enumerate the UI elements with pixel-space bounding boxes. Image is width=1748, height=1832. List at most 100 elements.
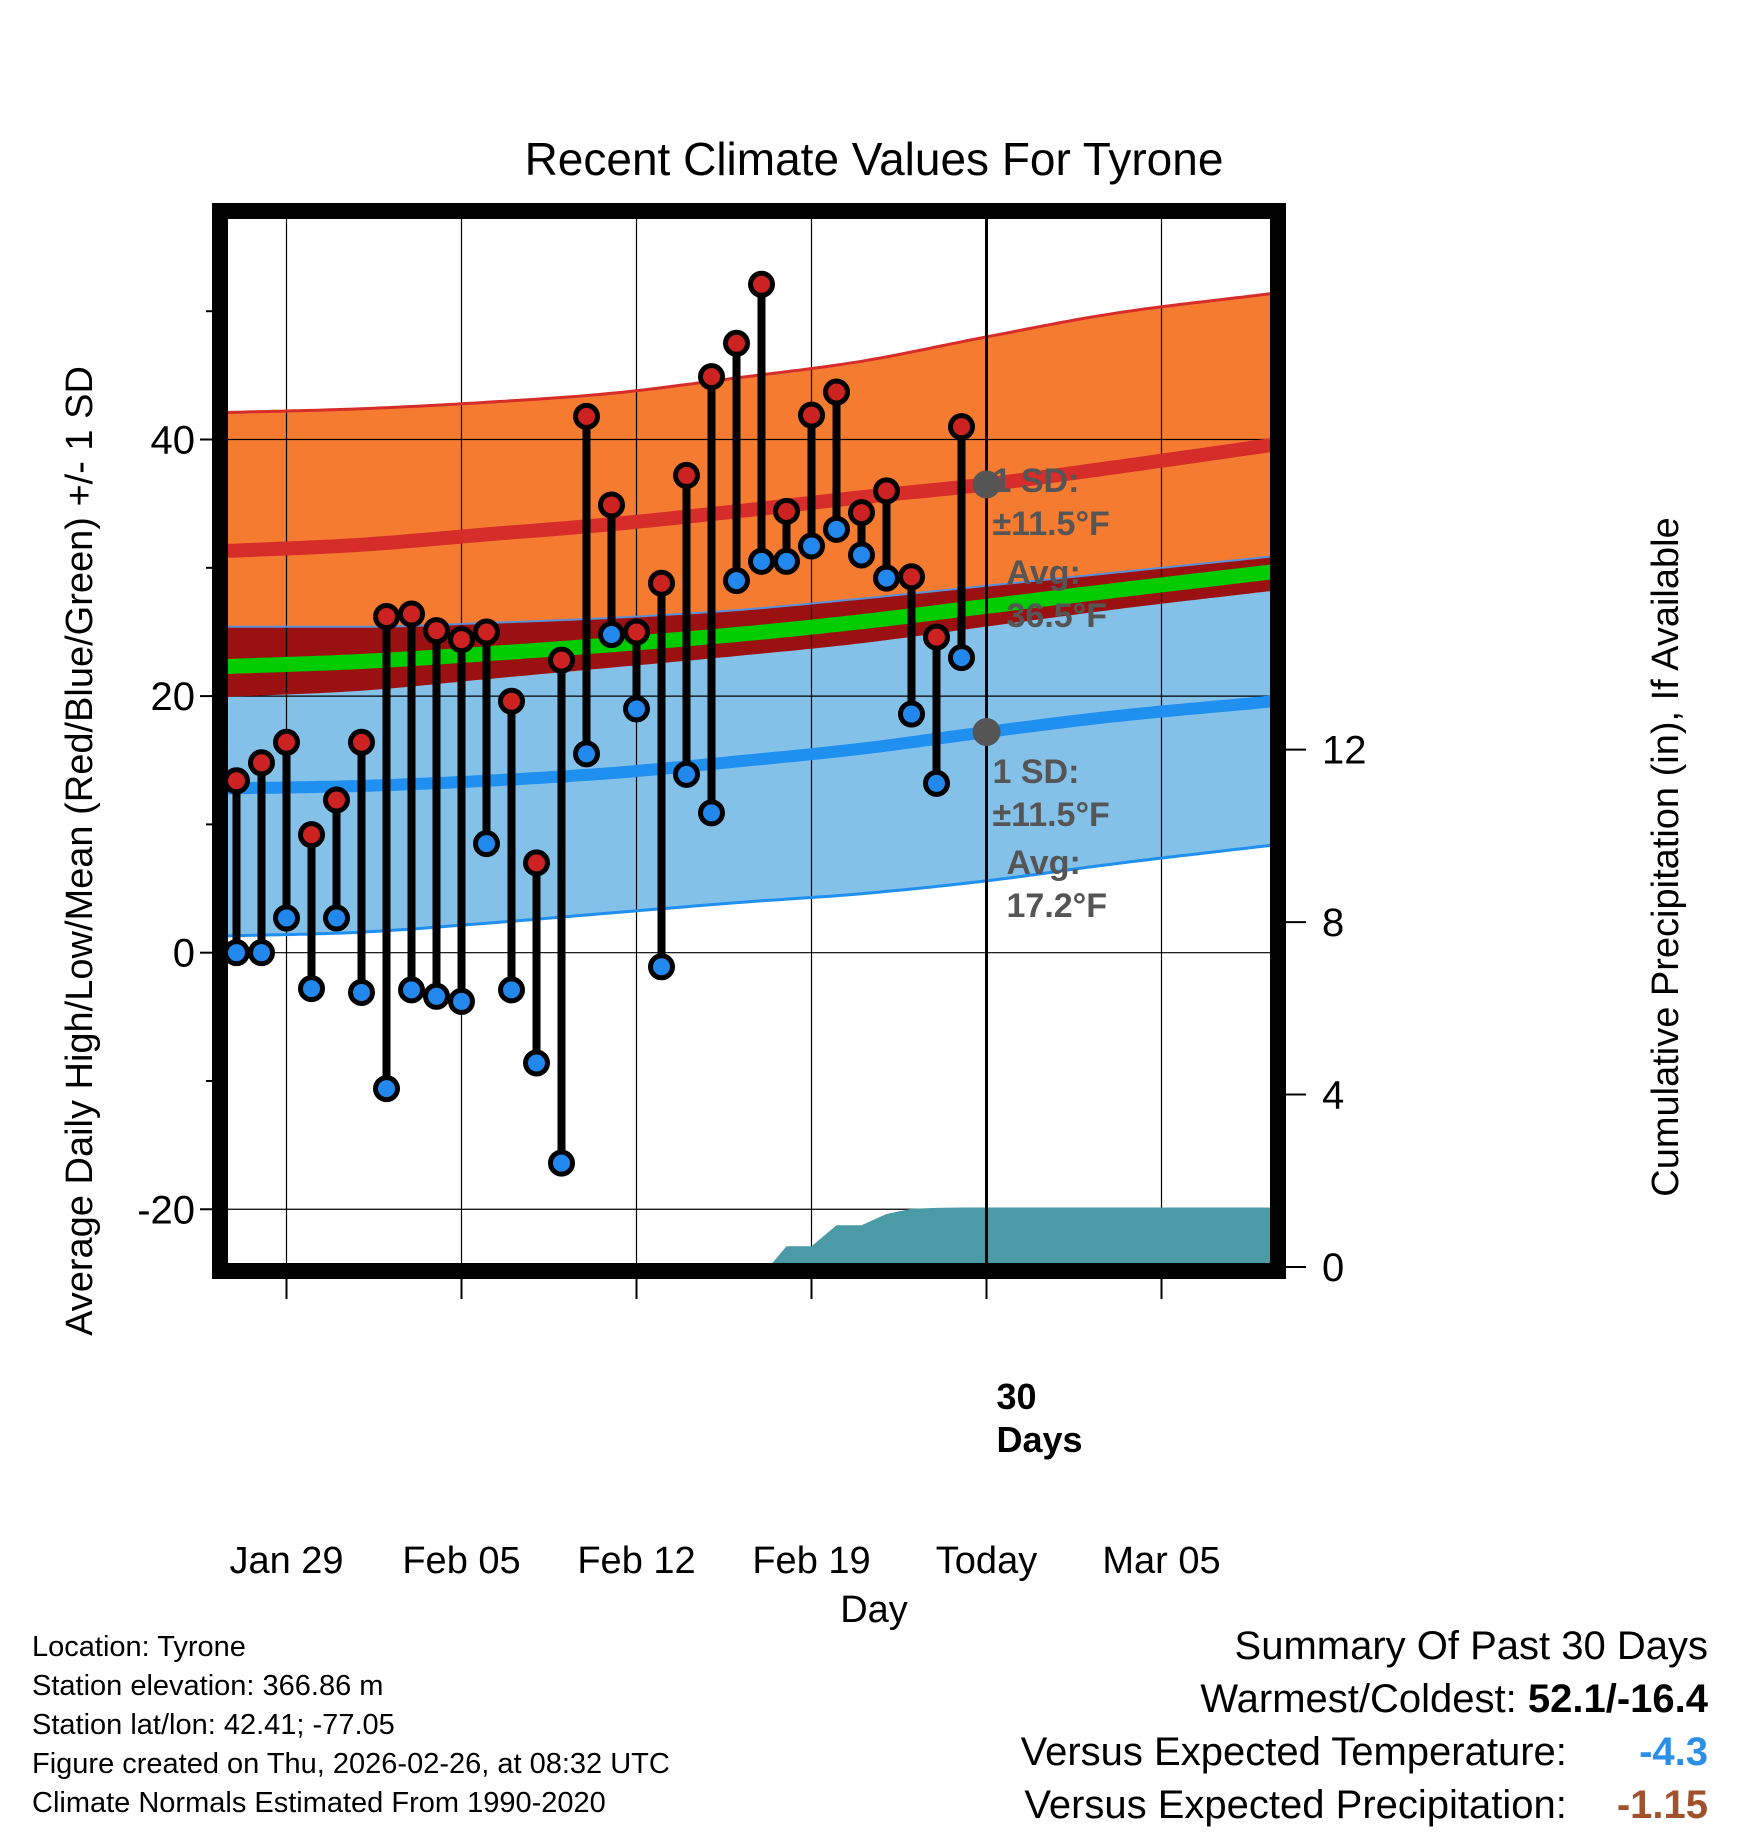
high-point: [248, 749, 275, 777]
low-point: [648, 953, 675, 981]
low-avg-value: 17.2°F: [1007, 887, 1108, 925]
today-high-avg-marker: [972, 470, 1001, 499]
high-point: [623, 618, 650, 646]
high-point: [523, 849, 550, 877]
summary-temp: Versus Expected Temperature: -4.3: [1021, 1726, 1708, 1779]
warm-cold-value: 52.1/-16.4: [1527, 1677, 1708, 1721]
temp-label: Versus Expected Temperature:: [1020, 1730, 1567, 1774]
high-avg-value: 36.5°F: [1007, 597, 1108, 635]
low-point: [573, 740, 600, 768]
temp-value: -4.3: [1639, 1730, 1708, 1774]
high-sd-label: 1 SD:: [993, 462, 1080, 500]
high-point: [398, 600, 425, 628]
period-unit-label: Days: [997, 1419, 1083, 1460]
normal-low-line: [224, 695, 1274, 795]
precip-area: [769, 1207, 1274, 1267]
low-point: [523, 1049, 550, 1077]
low-point: [373, 1075, 400, 1103]
today-low-avg-marker: [972, 718, 1001, 747]
y-tick-label: 20: [151, 675, 196, 719]
normal-high-line: [224, 437, 1274, 559]
low-point: [598, 621, 625, 649]
y2-tick-label: 0: [1322, 1246, 1344, 1290]
high-plus-sd-line: [224, 291, 1274, 415]
info-normals: Climate Normals Estimated From 1990-2020: [32, 1787, 606, 1819]
low-point: [698, 799, 725, 827]
low-point: [298, 975, 325, 1003]
high-point: [548, 646, 575, 674]
y2-tick-label: 4: [1322, 1074, 1344, 1118]
info-location: Location: Tyrone: [32, 1631, 246, 1663]
low-point: [498, 976, 525, 1004]
summary-panel: Summary Of Past 30 Days Warmest/Coldest:…: [1021, 1620, 1708, 1832]
summary-title: Summary Of Past 30 Days: [1234, 1624, 1708, 1668]
info-created: Figure created on Thu, 2026-02-26, at 08…: [32, 1748, 670, 1780]
low-avg-label: Avg:: [1007, 844, 1081, 882]
plot-content: [224, 215, 1274, 1267]
summary-warm-cold: Warmest/Coldest: 52.1/-16.4: [1021, 1673, 1708, 1726]
high-sd-band: [224, 293, 1274, 627]
x-tick-label: Mar 05: [1102, 1540, 1220, 1582]
station-info: Location: Tyrone Station elevation: 366.…: [32, 1628, 670, 1823]
low-point: [348, 978, 375, 1006]
high-point: [723, 329, 750, 357]
chart-title: Recent Climate Values For Tyrone: [525, 133, 1224, 185]
x-axis-label: Day: [840, 1589, 908, 1631]
high-point: [448, 626, 475, 654]
low-point: [224, 939, 250, 967]
high-point: [648, 569, 675, 597]
low-point: [948, 644, 975, 672]
low-point: [473, 830, 500, 858]
low-point: [398, 976, 425, 1004]
x-tick-label: Today: [936, 1540, 1037, 1582]
high-point: [473, 618, 500, 646]
y2-tick-label: 8: [1322, 901, 1344, 945]
high-point: [298, 821, 325, 849]
high-point: [373, 603, 400, 631]
high-point: [798, 401, 825, 429]
high-point: [224, 767, 250, 795]
high-sd-value: ±11.5°F: [993, 505, 1110, 543]
precip-label: Versus Expected Precipitation:: [1024, 1783, 1567, 1827]
high-point: [348, 728, 375, 756]
info-elevation: Station elevation: 366.86 m: [32, 1670, 384, 1702]
high-point: [923, 623, 950, 651]
high-point: [573, 402, 600, 430]
high-point: [273, 728, 300, 756]
plot-area: 1 SD: ±11.5°F Avg: 36.5°F 1 SD: ±11.5°F Avg: 17…: [224, 215, 1274, 1460]
low-sd-value: ±11.5°F: [993, 796, 1110, 834]
low-point: [823, 515, 850, 543]
high-point: [773, 497, 800, 525]
y2-axis-label: Cumulative Precipitation (in), If Availa…: [1645, 517, 1687, 1196]
low-point: [898, 700, 925, 728]
low-minus-sd-line: [224, 843, 1274, 938]
low-point: [448, 987, 475, 1015]
high-point: [823, 378, 850, 406]
low-point: [748, 547, 775, 575]
low-point: [248, 939, 275, 967]
x-tick-label: Feb 19: [752, 1540, 870, 1582]
warm-cold-label: Warmest/Coldest:: [1200, 1677, 1517, 1721]
info-latlon: Station lat/lon: 42.41; -77.05: [32, 1709, 395, 1741]
summary-precip: Versus Expected Precipitation: -1.15: [1021, 1779, 1708, 1832]
x-tick-label: Jan 29: [229, 1540, 343, 1582]
high-point: [673, 461, 700, 489]
high-point: [873, 477, 900, 505]
high-point: [323, 786, 350, 814]
low-point: [273, 904, 300, 932]
high-avg-label: Avg:: [1007, 554, 1081, 592]
low-sd-label: 1 SD:: [993, 753, 1080, 791]
y-axis-label: Average Daily High/Low/Mean (Red/Blue/Gr…: [59, 366, 101, 1336]
low-point: [773, 547, 800, 575]
low-point: [923, 769, 950, 797]
low-plus-sd-line: [224, 588, 1274, 698]
low-point: [548, 1149, 575, 1177]
high-point: [848, 499, 875, 527]
high-point: [498, 687, 525, 715]
high-point: [598, 491, 625, 519]
high-point: [898, 563, 925, 591]
y-tick-label: 0: [173, 932, 195, 976]
normal-mean-line: [224, 564, 1274, 675]
high-minus-sd-line: [224, 555, 1274, 628]
